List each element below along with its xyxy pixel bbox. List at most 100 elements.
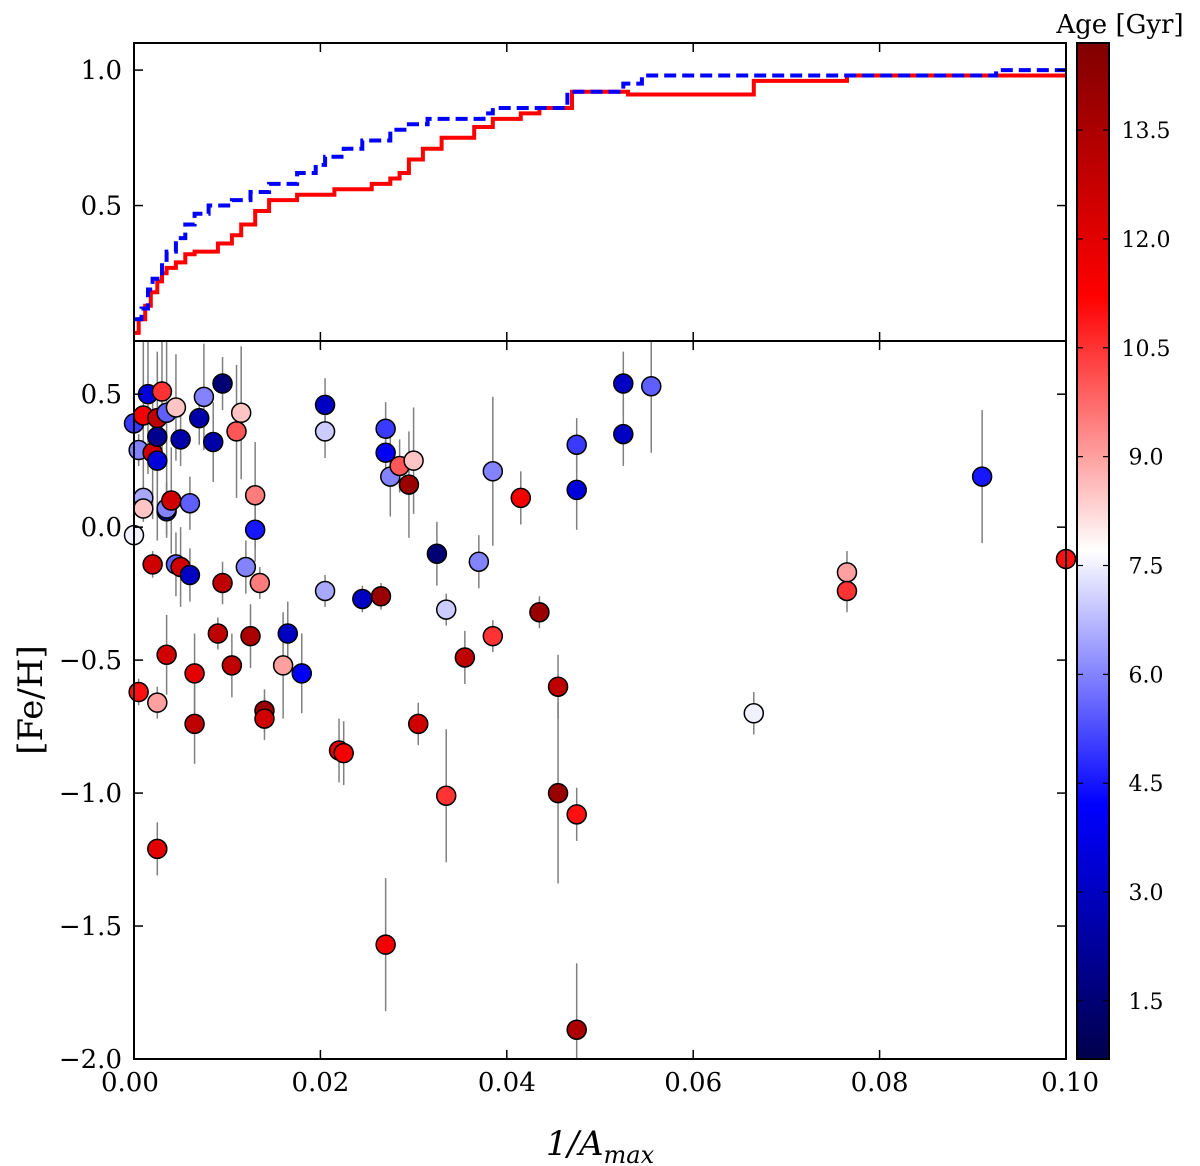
colorbar-gradient — [1076, 42, 1110, 1060]
scatter-point — [240, 625, 261, 647]
scatter-point — [482, 461, 504, 482]
scatter-point — [212, 572, 233, 594]
scatter-point — [547, 676, 569, 697]
scatter-point — [184, 663, 205, 684]
scatter-point — [613, 373, 634, 394]
scatter-point — [529, 601, 550, 623]
scatter-point — [836, 580, 858, 602]
bottom-panel-ticks: −2.0 −1.5 −1.0 −0.5 0.0 0.5 0.00 0.02 0.04 0.06 0.… — [59, 341, 1099, 1098]
series-line-young-cumulative — [134, 68, 1066, 322]
bottom-panel-frame — [133, 340, 1067, 1060]
xtick-label: 0.10 — [1041, 1068, 1099, 1098]
scatter-point — [566, 804, 587, 825]
scatter-point — [408, 713, 429, 735]
scatter-point — [272, 655, 294, 676]
scatter-point — [375, 934, 396, 955]
scatter-point — [375, 418, 396, 440]
scatter-point — [230, 402, 252, 424]
scatter-point — [375, 442, 396, 463]
colorbar-tick-label: 3.0 — [1129, 881, 1164, 906]
scatter-point — [836, 562, 858, 583]
scatter-point — [147, 450, 168, 471]
scatter-point — [566, 1019, 587, 1040]
scatter-point — [212, 373, 233, 394]
scatter-point — [188, 407, 210, 429]
scatter-point — [314, 394, 336, 416]
colorbar: 1.5 3.0 4.5 6.0 7.5 9.0 10.5 12.0 13.5 Age [Gyr] — [1055, 10, 1184, 1060]
series-line-old-cumulative — [134, 73, 1066, 335]
top-ytick-label: 0.5 — [81, 192, 122, 222]
scatter-point — [142, 554, 163, 575]
scatter-point — [147, 426, 168, 447]
x-axis-title: 1/Amax — [546, 1124, 655, 1166]
scatter-point — [403, 450, 424, 471]
scatter-point — [226, 421, 247, 442]
cumulative-lines — [134, 68, 1066, 335]
ytick-label: 0.0 — [81, 513, 122, 543]
scatter-point — [244, 484, 266, 506]
scatter-point — [249, 572, 271, 594]
xtick-label: 0.00 — [101, 1068, 159, 1098]
colorbar-tick-label: 4.5 — [1129, 772, 1164, 797]
cumulative-panel: 0.5 1.0 — [81, 42, 1067, 342]
error-bars — [134, 341, 1066, 1059]
scatter-point — [184, 713, 205, 735]
xtick-label: 0.04 — [478, 1068, 536, 1098]
scatter-point — [291, 663, 313, 684]
ytick-label: −0.5 — [59, 646, 122, 676]
colorbar-tick-label: 13.5 — [1122, 119, 1171, 144]
scatter-point — [165, 397, 187, 418]
scatter-point — [244, 519, 266, 541]
scatter-point — [435, 599, 457, 620]
scatter-point — [435, 785, 457, 806]
scatter-point — [613, 423, 634, 445]
scatter-point — [426, 543, 448, 564]
xtick-label: 0.08 — [851, 1068, 909, 1098]
scatter-point — [743, 703, 765, 724]
ytick-label: 0.5 — [81, 380, 122, 410]
scatter-point — [133, 498, 154, 519]
scatter-point — [510, 487, 532, 509]
colorbar-tick-label: 6.0 — [1129, 663, 1164, 688]
colorbar-tick-label: 10.5 — [1122, 337, 1171, 362]
scatter-point — [468, 551, 490, 572]
scatter-point — [277, 623, 299, 644]
colorbar-ticks: 1.5 3.0 4.5 6.0 7.5 9.0 10.5 12.0 13.5 — [1077, 119, 1170, 1015]
top-ytick-label: 1.0 — [81, 56, 122, 86]
scatter-point — [566, 479, 587, 501]
scatter-point — [221, 655, 243, 676]
scatter-point — [202, 431, 224, 453]
scatter-point — [193, 386, 215, 408]
scatter-point — [128, 681, 149, 703]
scatter-point — [333, 742, 354, 764]
scatter-point — [147, 692, 168, 713]
scatter-panel: −2.0 −1.5 −1.0 −0.5 0.0 0.5 0.00 0.02 0.04 0.06 0.… — [59, 340, 1099, 1098]
scatter-point — [170, 429, 191, 450]
colorbar-title: Age [Gyr] — [1055, 10, 1183, 40]
ytick-label: −1.5 — [59, 912, 122, 942]
scatter-point — [161, 490, 182, 511]
xtick-label: 0.06 — [664, 1068, 722, 1098]
x-axis-title-main: 1/A — [546, 1124, 604, 1164]
scatter-point — [566, 434, 587, 455]
scatter-point — [971, 466, 993, 487]
scatter-point — [151, 381, 173, 402]
top-panel-frame — [133, 42, 1067, 342]
y-axis-title: [Fe/H] — [11, 645, 51, 755]
scatter-point — [314, 580, 336, 602]
xtick-label: 0.02 — [291, 1068, 349, 1098]
scatter-point — [254, 708, 275, 729]
ytick-label: −2.0 — [59, 1045, 122, 1075]
scatter-point — [454, 647, 476, 668]
colorbar-tick-label: 9.0 — [1129, 446, 1164, 471]
scatter-point — [179, 564, 201, 586]
scatter-point — [547, 782, 569, 804]
colorbar-tick-label: 7.5 — [1129, 555, 1164, 580]
scatter-point — [482, 625, 504, 647]
colorbar-tick-label: 1.5 — [1129, 990, 1164, 1015]
scatter-point — [147, 838, 168, 860]
x-axis-title-sub: max — [604, 1141, 655, 1166]
scatter-point — [235, 556, 257, 578]
scatter-point — [398, 474, 420, 495]
